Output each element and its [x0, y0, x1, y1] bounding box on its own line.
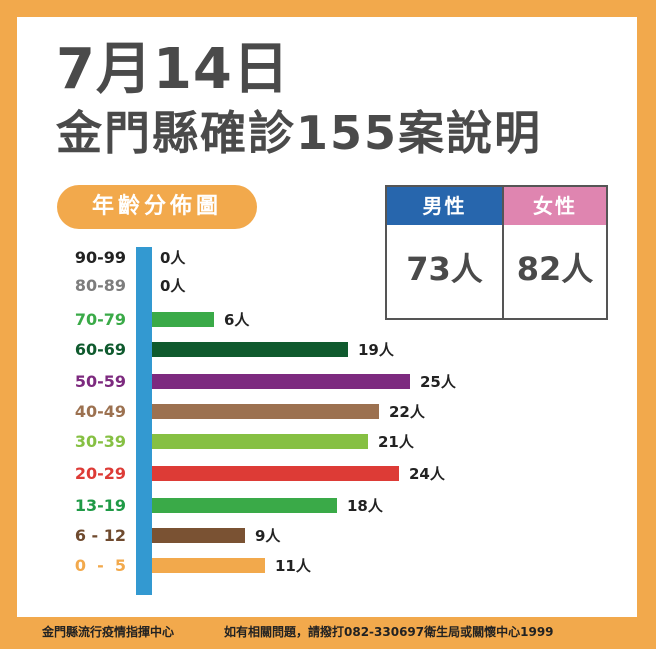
age-group-label: 30-39 — [74, 432, 126, 451]
bar — [152, 312, 214, 327]
gender-header-male: 男性 — [387, 187, 502, 225]
bar-value-label: 25人 — [420, 373, 456, 391]
gender-summary-table: 男性 73人 女性 82人 — [385, 185, 608, 320]
chart-row: 90-99 0人 — [0, 243, 656, 273]
section-label-age-distribution: 年齡分佈圖 — [57, 185, 257, 229]
chart-row: 70-79 6人 — [0, 305, 656, 335]
chart-row: 30-39 21人 — [0, 427, 656, 457]
age-group-label: 13-19 — [74, 496, 126, 515]
age-group-label: 6 - 12 — [74, 526, 126, 545]
chart-row: 40-49 22人 — [0, 397, 656, 427]
bar-value-label: 21人 — [378, 433, 414, 451]
age-group-label: 60-69 — [74, 340, 126, 359]
gender-value-female: 82人 — [516, 250, 594, 288]
gender-column-male: 男性 73人 — [387, 187, 504, 318]
age-group-label: 70-79 — [74, 310, 126, 329]
chart-row: 60-69 19人 — [0, 335, 656, 365]
bar-value-label: 0人 — [160, 277, 186, 295]
bar — [152, 404, 379, 419]
bar — [152, 466, 399, 481]
bar-value-label: 19人 — [358, 341, 394, 359]
age-group-label: 0 - 5 — [74, 556, 126, 575]
chart-row: 50-59 25人 — [0, 367, 656, 397]
chart-row: 0 - 5 11人 — [0, 551, 656, 581]
chart-row: 6 - 12 9人 — [0, 521, 656, 551]
bar — [152, 374, 410, 389]
gender-header-female: 女性 — [504, 187, 606, 225]
footer-organization: 金門縣流行疫情指揮中心 — [42, 625, 175, 639]
bar-value-label: 0人 — [160, 249, 186, 267]
chart-axis — [136, 247, 152, 595]
age-group-label: 40-49 — [74, 402, 126, 421]
content-panel — [17, 17, 637, 617]
date-title: 7月14日 — [56, 37, 290, 102]
gender-value-male: 73人 — [406, 250, 483, 288]
footer-contact-info: 如有相關問題，請撥打082-330697衛生局或關懷中心1999 — [224, 625, 554, 639]
bar — [152, 558, 265, 573]
bar — [152, 498, 337, 513]
age-group-label: 20-29 — [74, 464, 126, 483]
bar-value-label: 6人 — [224, 311, 250, 329]
age-group-label: 80-89 — [74, 276, 126, 295]
bar-value-label: 18人 — [347, 497, 383, 515]
gender-column-female: 女性 82人 — [504, 187, 606, 318]
chart-row: 13-19 18人 — [0, 491, 656, 521]
age-group-label: 50-59 — [74, 372, 126, 391]
bar-value-label: 9人 — [255, 527, 281, 545]
bar — [152, 434, 368, 449]
age-group-label: 90-99 — [74, 248, 126, 267]
chart-row: 20-29 24人 — [0, 459, 656, 489]
bar — [152, 528, 245, 543]
bar-value-label: 24人 — [409, 465, 445, 483]
chart-row: 80-89 0人 — [0, 271, 656, 301]
bar-value-label: 11人 — [275, 557, 311, 575]
bar — [152, 342, 348, 357]
bar-value-label: 22人 — [389, 403, 425, 421]
page-title: 金門縣確診155案說明 — [56, 106, 543, 160]
